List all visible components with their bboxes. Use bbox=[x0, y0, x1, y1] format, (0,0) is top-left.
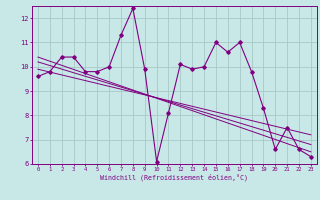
X-axis label: Windchill (Refroidissement éolien,°C): Windchill (Refroidissement éolien,°C) bbox=[100, 174, 248, 181]
